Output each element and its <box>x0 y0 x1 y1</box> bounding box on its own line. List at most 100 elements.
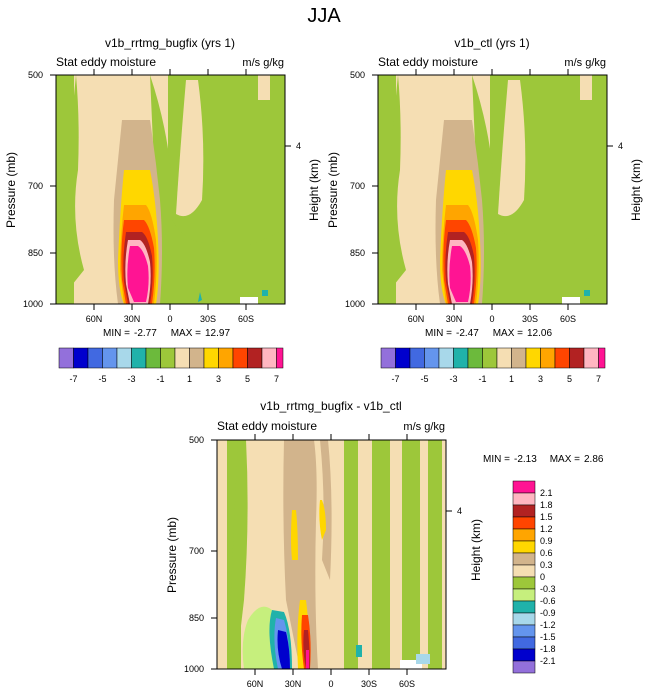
y-axis-label: Pressure (mb) <box>4 152 18 228</box>
colorbar-swatch <box>512 528 536 542</box>
colorbar-label: -1.2 <box>540 620 556 630</box>
max-value: 12.97 <box>205 328 230 339</box>
colorbar-label: 1.2 <box>540 524 553 534</box>
right-tick-label: 4 <box>457 506 462 516</box>
colorbar-swatch <box>512 564 536 578</box>
y-tick-label: 500 <box>28 70 43 80</box>
colorbar: -7 -5 -3 -1 1 3 5 7 <box>58 347 284 384</box>
colorbar-label: 0.9 <box>540 536 553 546</box>
y-tick-label: 850 <box>189 613 204 623</box>
plot-area <box>377 74 608 305</box>
x-tick-label: 60N <box>86 314 103 324</box>
panel-difference: v1b_rrtmg_bugfix - v1b_ctl Stat eddy moi… <box>165 399 604 689</box>
right-string: m/s g/kg <box>564 57 606 69</box>
colorbar-label: -1.8 <box>540 644 556 654</box>
colorbar-swatch <box>512 552 536 566</box>
colorbar-label: 5 <box>567 374 572 384</box>
colorbar-swatch <box>512 588 536 602</box>
min-max-readout: MIN = -2.13 MAX = 2.86 <box>483 454 604 465</box>
y-tick-label: 1000 <box>184 664 204 674</box>
max-label: MAX = <box>550 454 580 465</box>
colorbar-label: 2.1 <box>540 488 553 498</box>
min-max-readout: MIN = -2.47 MAX = 12.06 <box>425 328 552 339</box>
colorbar-swatch <box>174 347 190 369</box>
colorbar-swatch <box>512 540 536 554</box>
colorbar-swatch <box>116 347 132 369</box>
max-label: MAX = <box>493 328 523 339</box>
colorbar-swatch <box>512 600 536 614</box>
x-tick-label: 30N <box>124 314 141 324</box>
colorbar-label: -3 <box>449 374 457 384</box>
colorbar-swatch <box>261 347 277 369</box>
colorbar-swatch <box>453 347 469 369</box>
colorbar-swatch <box>512 504 536 518</box>
colorbar-swatch <box>512 624 536 638</box>
plot-area <box>55 74 286 305</box>
colorbar-swatch <box>247 347 263 369</box>
y-axis: 500 700 850 1000 Pressure (mb) 4 Height … <box>4 70 321 309</box>
colorbar-swatch <box>58 347 74 369</box>
min-label: MIN = <box>483 454 510 465</box>
y-axis-label: Pressure (mb) <box>326 152 340 228</box>
colorbar-label: -5 <box>98 374 106 384</box>
colorbar-label: -7 <box>391 374 399 384</box>
min-max-readout: MIN = -2.77 MAX = 12.97 <box>103 328 230 339</box>
y-tick-label: 500 <box>189 435 204 445</box>
left-string: Stat eddy moisture <box>217 419 317 433</box>
y-tick-label: 700 <box>28 181 43 191</box>
y-axis: 500 700 850 1000 Pressure (mb) 4 Height … <box>326 70 643 309</box>
x-tick-label: 60S <box>238 314 254 324</box>
colorbar-label: 7 <box>596 374 601 384</box>
panel-rrtmg-bugfix: v1b_rrtmg_bugfix (yrs 1) Stat eddy moist… <box>4 36 321 384</box>
colorbar-swatch <box>598 347 606 369</box>
y-tick-label: 700 <box>350 181 365 191</box>
y-axis-right-label: Height (km) <box>629 159 643 221</box>
colorbar: -7 -5 -3 -1 1 3 5 7 <box>380 347 606 384</box>
x-tick-label: 60N <box>247 679 264 689</box>
x-tick-label: 60S <box>399 679 415 689</box>
x-tick-label: 0 <box>328 679 333 689</box>
colorbar-swatch <box>438 347 454 369</box>
x-axis: 60N 30N 0 30S 60S <box>408 69 576 324</box>
colorbar-label: 0 <box>540 572 545 582</box>
colorbar-swatch <box>525 347 541 369</box>
colorbar-swatch <box>512 612 536 626</box>
x-tick-label: 30S <box>200 314 216 324</box>
colorbar-swatch <box>276 347 284 369</box>
colorbar-swatch <box>512 480 536 494</box>
colorbar-swatch <box>512 660 536 674</box>
colorbar-label: 1.5 <box>540 512 553 522</box>
x-tick-label: 30S <box>361 679 377 689</box>
colorbar-swatch <box>380 347 396 369</box>
colorbar-label: -7 <box>69 374 77 384</box>
colorbar-label: -0.6 <box>540 596 556 606</box>
y-tick-label: 700 <box>189 546 204 556</box>
colorbar-swatch <box>160 347 176 369</box>
colorbar-swatch <box>512 576 536 590</box>
colorbar-swatch <box>569 347 585 369</box>
left-string: Stat eddy moisture <box>56 55 156 69</box>
colorbar-label: -2.1 <box>540 656 556 666</box>
colorbar-label: 0.6 <box>540 548 553 558</box>
colorbar-swatch <box>131 347 147 369</box>
colorbar-swatch <box>583 347 599 369</box>
colorbar-swatch <box>512 636 536 650</box>
left-string: Stat eddy moisture <box>378 55 478 69</box>
colorbar-label: 1.8 <box>540 500 553 510</box>
min-value: -2.13 <box>514 454 537 465</box>
x-axis: 60N 30N 0 30S 60S <box>86 69 254 324</box>
colorbar-swatch <box>73 347 89 369</box>
panel-title: v1b_ctl (yrs 1) <box>454 36 529 50</box>
colorbar-label: -0.3 <box>540 584 556 594</box>
y-tick-label: 1000 <box>345 299 365 309</box>
right-string: m/s g/kg <box>242 57 284 69</box>
y-axis-right-label: Height (km) <box>469 519 483 581</box>
colorbar-label: -1 <box>478 374 486 384</box>
y-tick-label: 500 <box>350 70 365 80</box>
colorbar-label: -1.5 <box>540 632 556 642</box>
panel-title: v1b_rrtmg_bugfix - v1b_ctl <box>260 399 401 413</box>
colorbar-swatch <box>409 347 425 369</box>
y-tick-label: 850 <box>350 248 365 258</box>
figure-title: JJA <box>307 5 341 27</box>
